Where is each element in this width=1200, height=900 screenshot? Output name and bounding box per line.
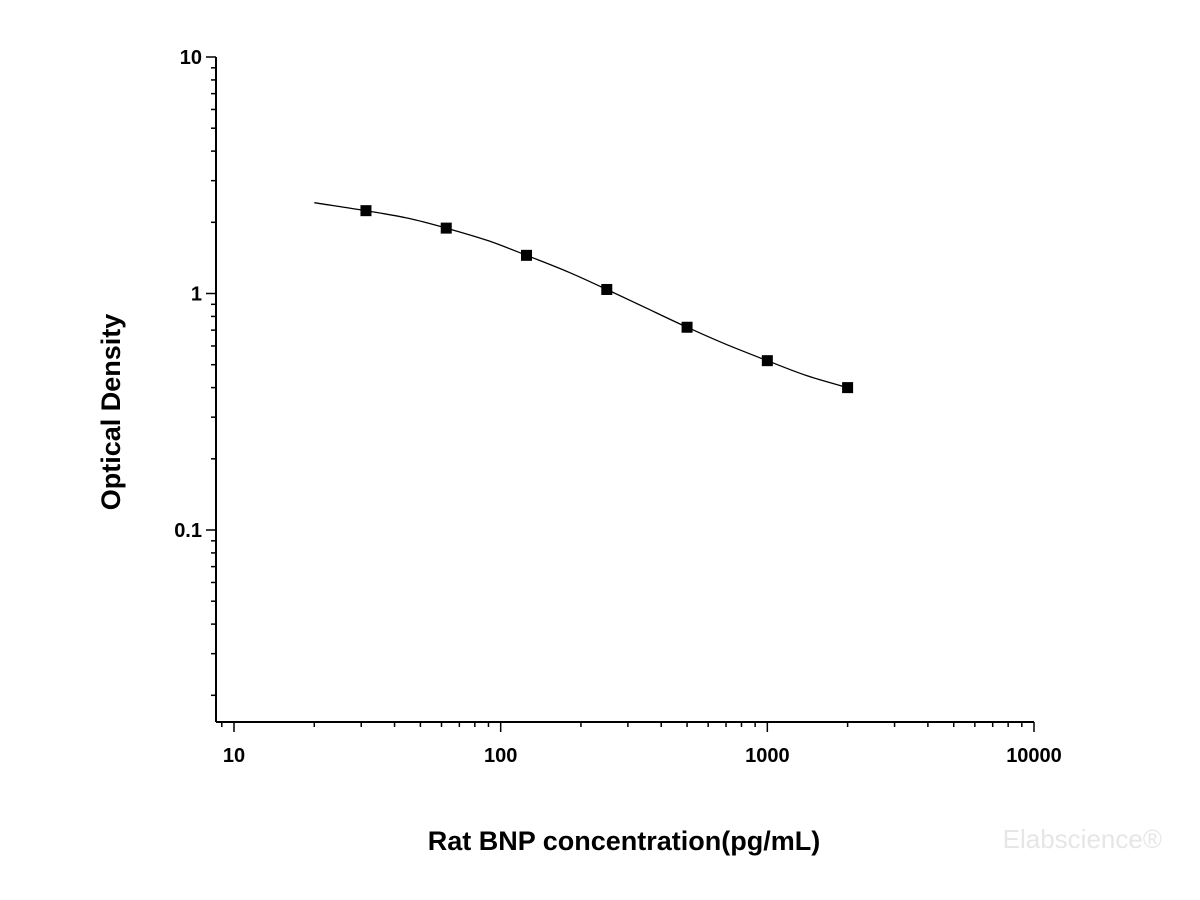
data-point (440, 222, 452, 234)
data-point (360, 205, 372, 217)
axes (215, 57, 1034, 723)
data-points-layer (360, 205, 854, 394)
data-point (842, 382, 854, 394)
data-point (681, 321, 693, 333)
x-tick-label: 10 (223, 745, 245, 767)
data-point (521, 249, 533, 261)
y-tick-label: 0.1 (174, 520, 202, 542)
axis-ticks (206, 56, 1035, 732)
elabscience-watermark: Elabscience® (1003, 824, 1162, 854)
x-tick-label: 1000 (745, 745, 790, 767)
y-tick-label: 10 (180, 47, 202, 69)
x-tick-label: 100 (484, 745, 517, 767)
x-tick-label: 10000 (1006, 745, 1062, 767)
axis-tick-labels: 10 100 1000 10000 10 1 0.1 (174, 47, 1062, 767)
data-point (761, 355, 773, 367)
y-tick-label: 1 (191, 284, 202, 306)
y-axis-title: Optical Density (96, 314, 126, 511)
data-point (601, 283, 613, 295)
x-axis-title: Rat BNP concentration(pg/mL) (428, 826, 821, 856)
